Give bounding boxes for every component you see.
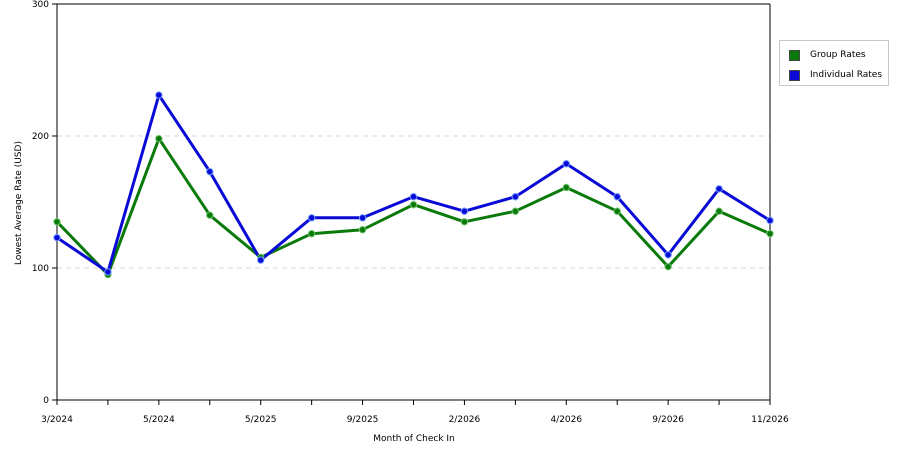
data-point-group-rates (460, 218, 469, 226)
x-tick-label: 5/2024 (143, 415, 175, 425)
data-point-individual-rates (155, 91, 163, 99)
data-point-individual-rates (307, 214, 316, 222)
x-tick-label: 9/2025 (347, 415, 379, 425)
x-tick-label: 11/2026 (751, 415, 789, 425)
legend-item-group: Group Rates (789, 48, 866, 62)
data-point-individual-rates (409, 193, 418, 201)
data-point-individual-rates (257, 256, 265, 264)
series (53, 91, 774, 279)
legend-item-individual: Individual Rates (789, 68, 882, 82)
x-tick-label: 3/2024 (41, 415, 73, 425)
y-tick-label: 100 (32, 264, 49, 274)
tick-labels: 0 100 200 300 3/2024 5/2024 5/2025 9/2025 2/2026… (32, 0, 789, 425)
data-point-group-rates (715, 207, 723, 215)
data-point-group-rates (155, 134, 163, 143)
data-point-group-rates (307, 229, 316, 238)
x-axis-title: Month of Check In (373, 434, 455, 444)
data-point-individual-rates (358, 214, 367, 222)
data-point-individual-rates (53, 233, 61, 242)
data-point-individual-rates (104, 268, 112, 276)
data-point-individual-rates (511, 193, 520, 201)
y-axis-title: Lowest Average Rate (USD) (14, 141, 24, 265)
y-tick-label: 200 (32, 132, 49, 142)
y-tick-label: 300 (32, 0, 49, 10)
data-point-group-rates (664, 262, 672, 271)
data-point-group-rates (53, 218, 61, 226)
data-point-group-rates (613, 207, 621, 215)
axes (52, 3, 771, 405)
data-point-group-rates (409, 200, 418, 209)
data-point-individual-rates (766, 216, 774, 225)
y-tick-label: 0 (43, 396, 49, 406)
legend-swatch-individual (789, 69, 800, 81)
data-point-individual-rates (715, 185, 723, 193)
data-point-individual-rates (664, 251, 672, 259)
x-tick-label: 9/2026 (652, 415, 684, 425)
legend-label-individual: Individual Rates (810, 70, 883, 80)
x-tick-label: 4/2026 (550, 415, 582, 425)
data-point-group-rates (358, 226, 367, 234)
series-line-individual-rates (55, 93, 772, 274)
data-point-group-rates (206, 211, 214, 219)
data-point-group-rates (511, 207, 520, 215)
x-tick-label: 5/2025 (245, 415, 277, 425)
legend: Group Rates Individual Rates (779, 40, 889, 86)
data-point-group-rates (766, 229, 774, 238)
data-point-individual-rates (562, 160, 570, 168)
data-point-individual-rates (460, 207, 469, 215)
data-point-group-rates (562, 183, 570, 192)
data-point-individual-rates (613, 193, 621, 201)
gridlines (57, 135, 770, 269)
data-point-individual-rates (206, 167, 214, 176)
legend-swatch-group (789, 49, 800, 61)
legend-label-group: Group Rates (810, 50, 866, 60)
x-tick-label: 2/2026 (449, 415, 481, 425)
